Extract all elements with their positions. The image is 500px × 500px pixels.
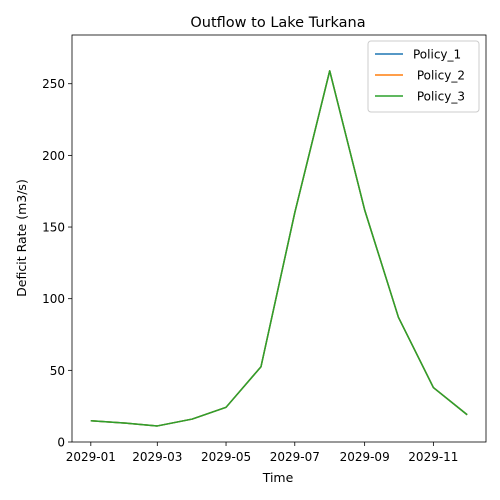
y-axis: 0 50 100 150 200 250 <box>42 77 72 449</box>
x-axis: 2029-01 2029-03 2029-05 2029-07 2029-09 2029-… <box>66 442 459 464</box>
chart-title: Outflow to Lake Turkana <box>190 15 365 31</box>
y-tick-label: 150 <box>42 221 65 235</box>
series-line-3 <box>91 71 467 426</box>
x-tick-label: 2029-01 <box>66 450 116 464</box>
y-tick-label: 250 <box>42 77 65 91</box>
x-tick-label: 2029-07 <box>270 450 320 464</box>
y-tick-label: 200 <box>42 149 65 163</box>
legend-label: Policy_1 <box>413 48 461 62</box>
x-tick-label: 2029-05 <box>201 450 251 464</box>
legend: Policy_1 Policy_2 Policy_3 <box>368 41 479 112</box>
x-tick-label: 2029-11 <box>408 450 458 464</box>
y-tick-label: 100 <box>42 292 65 306</box>
y-tick-label: 0 <box>57 436 65 450</box>
y-axis-label: Deficit Rate (m3/s) <box>14 179 29 297</box>
legend-label: Policy_3 <box>413 90 465 104</box>
series-line-1 <box>91 71 467 426</box>
legend-label: Policy_2 <box>413 69 465 83</box>
y-tick-label: 50 <box>50 364 65 378</box>
series-line-2 <box>91 71 467 426</box>
x-tick-label: 2029-09 <box>340 450 390 464</box>
x-axis-label: Time <box>262 470 294 485</box>
x-tick-label: 2029-03 <box>132 450 182 464</box>
